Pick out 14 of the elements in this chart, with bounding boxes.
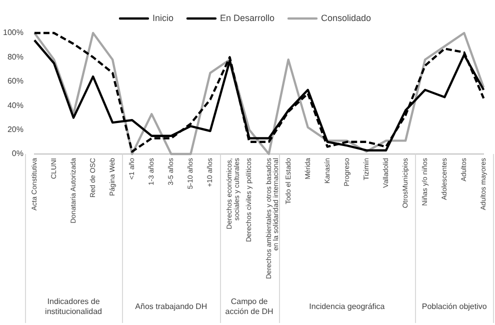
text: Años trabajando DH <box>135 302 208 312</box>
text: Incidencia geográfica <box>309 302 386 312</box>
y-tick-label: 100% <box>2 28 24 38</box>
y-tick-label: 0% <box>12 149 24 158</box>
y-tick-label: 40% <box>7 100 24 110</box>
text: Población objetivo <box>422 302 488 312</box>
legend-label: Inicio <box>152 12 174 23</box>
legend-label: En Desarrollo <box>220 12 275 23</box>
y-tick-label: 80% <box>7 52 24 62</box>
y-tick-label: 20% <box>7 124 24 134</box>
legend-label: Consolidado <box>321 12 372 23</box>
y-tick-label: 60% <box>7 76 24 86</box>
text: Indicadores de institucionalidad <box>45 297 102 316</box>
text: Campo de acción de DH <box>225 297 274 316</box>
